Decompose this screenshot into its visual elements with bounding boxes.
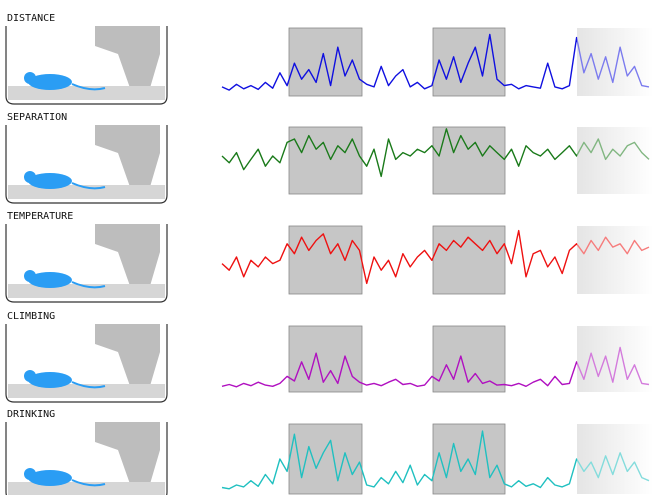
fade-overlay [577,28,653,96]
fade-overlay [577,226,653,294]
fade-overlay [577,127,653,194]
dark-period [289,127,362,194]
row-label: TEMPERATURE [7,211,73,222]
dark-period [289,326,362,392]
row: CLIMBING [6,311,653,402]
row: DRINKING [6,409,653,495]
row: TEMPERATURE [6,211,653,302]
figure: DISTANCE SEPARATION TEMPERATURE CLIMBING DRI… [0,0,653,495]
dark-period [433,424,505,494]
fade-overlay [577,326,653,392]
row-label: SEPARATION [7,112,67,123]
row-label: DISTANCE [7,13,55,24]
row: DISTANCE [6,13,653,104]
mouse-head [24,72,36,84]
food-hopper [95,422,160,484]
mouse-head [24,171,36,183]
fade-overlay [577,424,653,494]
food-hopper [95,324,160,386]
mouse-head [24,370,36,382]
dark-period [289,424,362,494]
row-label: DRINKING [7,409,55,420]
mouse-head [24,270,36,282]
food-hopper [95,26,160,88]
row: SEPARATION [6,112,653,203]
food-hopper [95,125,160,187]
row-label: CLIMBING [7,311,55,322]
dark-period [289,226,362,294]
food-hopper [95,224,160,286]
mouse-head [24,468,36,480]
dark-period [433,226,505,294]
